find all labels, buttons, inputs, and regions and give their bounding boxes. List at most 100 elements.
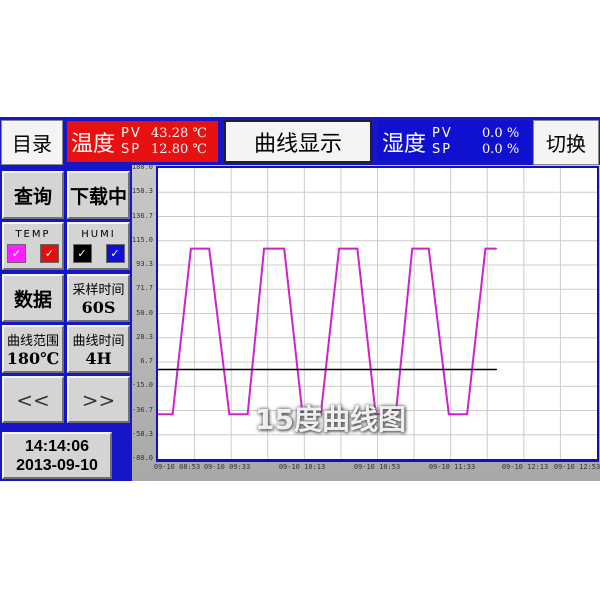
next-icon: >> (81, 387, 116, 412)
temp-pv-label: PV (121, 125, 142, 141)
x-tick-label: 09-10 12:13 (501, 463, 549, 471)
query-button[interactable]: 查询 (2, 171, 64, 219)
download-button[interactable]: 下载中 (67, 171, 130, 219)
x-tick-label: 09-10 11:33 (428, 463, 476, 471)
y-tick-label: 93.3 (136, 260, 153, 268)
data-point (466, 413, 468, 415)
sample-time-value: 60S (81, 298, 116, 317)
data-point (484, 247, 487, 250)
download-label: 下载中 (69, 185, 127, 208)
data-point (283, 247, 285, 250)
x-tick-label: 09-10 10:53 (353, 463, 401, 471)
y-tick-label: -15.0 (131, 381, 153, 390)
sample-time-label: 采样时间 (72, 283, 125, 298)
query-label: 查询 (13, 185, 52, 208)
y-tick-label: -58.3 (131, 429, 153, 438)
humi-pv-label: PV (432, 125, 453, 141)
curve-time-button[interactable]: 曲线时间 4H (67, 325, 130, 373)
y-tick-label: 115.0 (131, 235, 153, 244)
watermark: 15度曲线图 (255, 403, 406, 436)
humi-pv-unit: % (506, 125, 520, 141)
data-point (263, 247, 265, 250)
temperature-panel: 温度 PV 43.28 ℃ SP 12.80 ℃ (67, 121, 218, 162)
temp-sp-checkbox[interactable]: ✓ (40, 244, 59, 263)
humidity-panel: 湿度 PV 0.0 % SP 0.0 % (378, 121, 530, 162)
check-icon: ✓ (11, 247, 22, 260)
data-button[interactable]: 数据 (2, 274, 64, 322)
data-label: 数据 (13, 288, 52, 311)
clock-time: 14:14:06 (24, 437, 90, 455)
check-icon: ✓ (44, 247, 55, 260)
data-point (172, 413, 174, 415)
menu-button[interactable]: 目录 (1, 120, 63, 165)
y-tick-label: 136.7 (131, 211, 153, 220)
humi-label: HUMI (81, 229, 116, 240)
page-title: 曲线显示 (224, 120, 372, 163)
temp-pv-unit: ℃ (192, 125, 207, 141)
temp-sp-label: SP (121, 141, 142, 157)
data-point (411, 247, 413, 250)
temp-sp-unit: ℃ (192, 141, 207, 157)
x-tick-label: 09-10 08:53 (153, 463, 201, 471)
humidity-title: 湿度 (382, 131, 427, 157)
x-tick-label: 09-10 10:13 (278, 463, 326, 471)
humi-sp-label: SP (432, 141, 453, 157)
y-tick-label: 180.0 (131, 163, 153, 171)
page-title-text: 曲线显示 (253, 131, 342, 157)
temp-pv-checkbox[interactable]: ✓ (7, 244, 26, 263)
x-tick-label: 09-10 12:53 (553, 463, 600, 471)
curve-time-value: 4H (85, 349, 112, 368)
x-tick-label: 09-10 09:33 (203, 463, 251, 471)
data-point (157, 368, 159, 371)
temp-pv-value: 43.28 (151, 125, 189, 141)
humi-sp-checkbox[interactable]: ✓ (105, 244, 125, 263)
sample-time-button[interactable]: 采样时间 60S (67, 274, 130, 322)
curve-range-value: 180℃ (6, 349, 60, 368)
y-tick-label: 28.3 (136, 332, 153, 341)
trend-chart (156, 166, 599, 462)
y-tick-label: -36.7 (131, 405, 153, 414)
data-point (448, 413, 450, 415)
data-point (395, 413, 397, 415)
data-point (157, 413, 159, 415)
y-tick-label: 50.0 (136, 308, 153, 317)
clock-display: 14:14:06 2013-09-10 (2, 432, 112, 479)
humi-sp-unit: % (506, 141, 520, 157)
data-point (375, 413, 377, 415)
curve-range-label: 曲线范围 (6, 334, 59, 349)
prev-icon: << (16, 387, 50, 412)
humi-pv-checkbox[interactable]: ✓ (72, 244, 92, 263)
data-point (228, 413, 230, 415)
humi-toggle-group: HUMI ✓ ✓ (67, 222, 130, 270)
data-point (338, 247, 340, 250)
prev-button[interactable]: << (2, 376, 64, 423)
data-point (320, 413, 322, 415)
data-point (495, 368, 497, 371)
y-tick-label: 71.7 (136, 284, 153, 293)
data-point (356, 247, 358, 250)
check-icon: ✓ (77, 247, 87, 260)
next-button[interactable]: >> (67, 376, 130, 423)
curve-time-label: 曲线时间 (72, 334, 125, 349)
switch-label: 切换 (546, 132, 586, 156)
check-icon: ✓ (110, 247, 120, 260)
curve-range-button[interactable]: 曲线范围 180℃ (2, 325, 64, 373)
data-point (247, 413, 249, 415)
temperature-title: 温度 (71, 131, 116, 157)
humi-pv-value: 0.0 (482, 125, 503, 141)
data-point (208, 247, 210, 250)
series-line-0 (158, 247, 497, 416)
temp-sp-value: 12.80 (151, 141, 189, 157)
humi-sp-value: 0.0 (482, 141, 503, 157)
y-tick-label: 158.3 (131, 187, 153, 196)
temp-toggle-group: TEMP ✓ ✓ (2, 222, 64, 270)
data-point (495, 247, 497, 250)
y-tick-label: 6.7 (140, 357, 153, 365)
data-point (428, 247, 430, 250)
data-point (190, 247, 192, 250)
data-point (301, 413, 304, 415)
clock-date: 2013-09-10 (16, 456, 98, 474)
temp-label: TEMP (15, 229, 51, 240)
switch-button[interactable]: 切换 (533, 120, 599, 165)
menu-label: 目录 (12, 132, 52, 156)
